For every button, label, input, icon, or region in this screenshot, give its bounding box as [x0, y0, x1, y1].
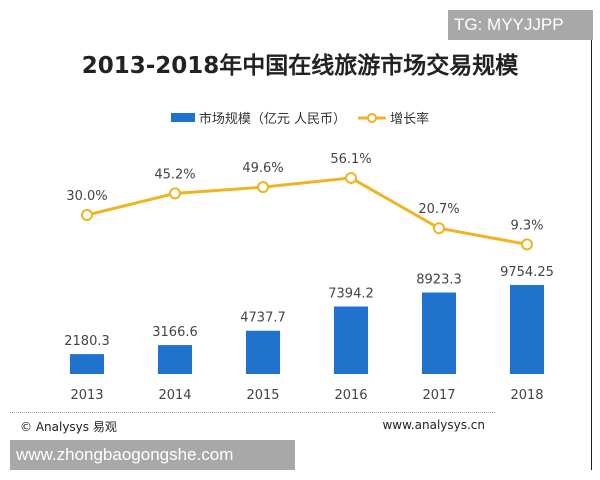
- watermark-top: TG: MYYJJPP: [448, 10, 593, 40]
- growth-label: 30.0%: [66, 189, 107, 204]
- bar: [510, 284, 544, 374]
- x-tick-label: 2013: [70, 388, 103, 403]
- legend-line-swatch: [358, 112, 387, 123]
- growth-point: [521, 238, 533, 251]
- x-tick-label: 2016: [334, 388, 367, 403]
- bar: [158, 345, 192, 374]
- growth-label: 49.6%: [242, 161, 283, 176]
- bar-label: 2180.3: [64, 334, 110, 349]
- x-tick-label: 2018: [510, 388, 543, 403]
- growth-point: [433, 222, 445, 235]
- bar-label: 9754.25: [500, 265, 554, 280]
- legend-line-label: 增长率: [390, 112, 430, 127]
- border-line: [591, 40, 592, 470]
- footer-url: www.analysys.cn: [382, 418, 485, 432]
- legend: 市场规模（亿元 人民币） 增长率: [0, 108, 600, 127]
- x-tick-label: 2017: [422, 388, 455, 403]
- bar: [334, 306, 368, 374]
- growth-label: 20.7%: [418, 202, 459, 217]
- growth-line: [86, 176, 528, 246]
- divider: [10, 412, 495, 413]
- bar: [246, 330, 280, 374]
- bar: [422, 292, 456, 374]
- legend-bar-label: 市场规模（亿元 人民币）: [198, 112, 346, 127]
- bar-label: 7394.2: [328, 286, 374, 301]
- growth-label: 9.3%: [510, 218, 543, 233]
- growth-point: [257, 181, 269, 194]
- x-tick-label: 2014: [158, 388, 191, 403]
- legend-bar-swatch: [170, 113, 195, 122]
- bar-label: 4737.7: [240, 311, 286, 326]
- bar-label: 8923.3: [416, 273, 462, 288]
- x-tick-label: 2015: [246, 388, 279, 403]
- growth-label: 56.1%: [330, 152, 371, 167]
- growth-point: [81, 209, 93, 221]
- footer-source: © Analysys 易观: [20, 420, 117, 434]
- growth-label: 45.2%: [154, 167, 195, 182]
- chart-title: 2013-2018年中国在线旅游市场交易规模: [81, 53, 519, 79]
- growth-point: [169, 187, 181, 200]
- bar: [70, 354, 104, 374]
- bar-label: 3166.6: [152, 325, 198, 340]
- growth-point: [345, 171, 357, 184]
- watermark-bottom: www.zhongbaogongshe.com: [10, 440, 295, 470]
